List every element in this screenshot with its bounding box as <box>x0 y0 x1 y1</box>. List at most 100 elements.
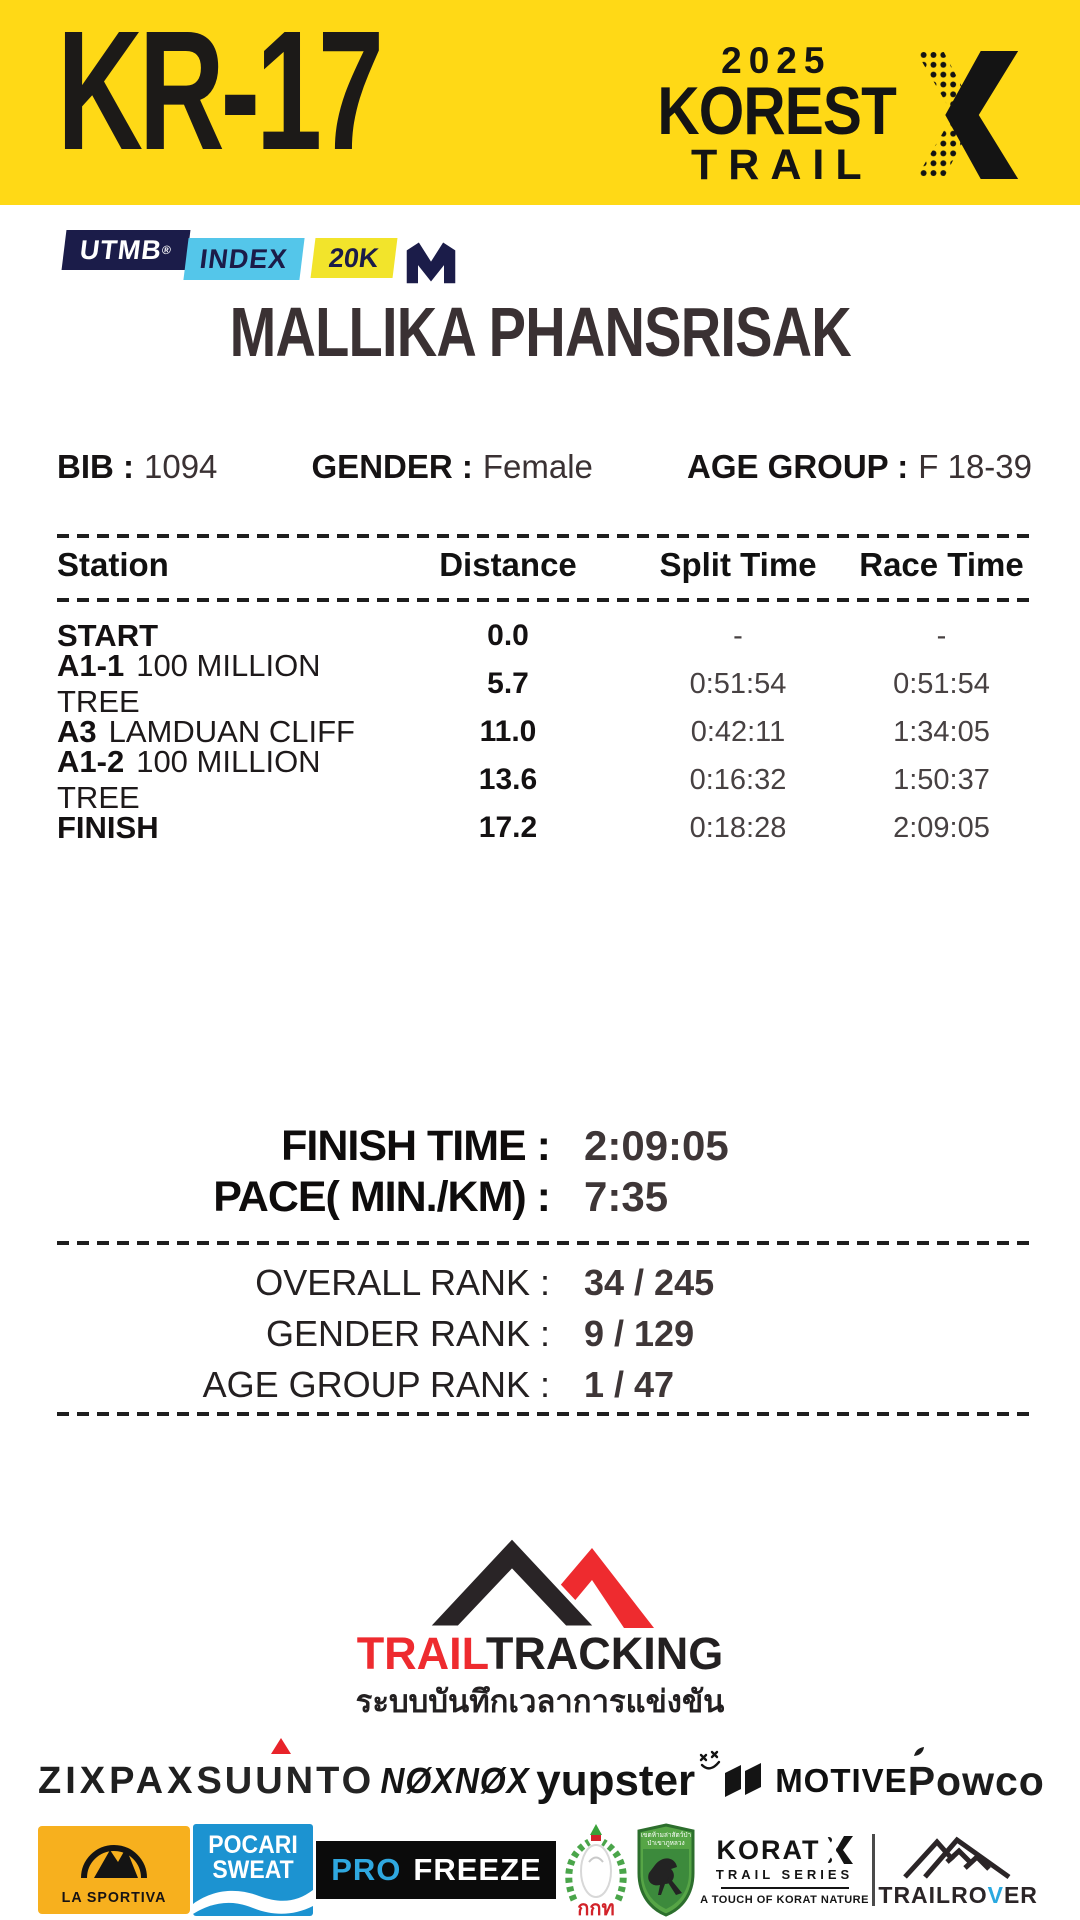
finish-time-row: FINISH TIME : 2:09:05 <box>57 1122 1030 1171</box>
wildlife-badge-icon: เขตห้ามล่าสัตว์ป่า ป่าเขาภูหลวง <box>637 1823 695 1917</box>
age-group-rank-label: AGE GROUP RANK : <box>202 1364 550 1405</box>
la-sportiva-logo: LA SPORTIVA <box>38 1826 190 1914</box>
split-cell: 0:18:28 <box>689 811 787 844</box>
trailtracking-mountains-icon <box>420 1532 654 1631</box>
splits-table-body: START 0.0 - - A1-1 100 MILLION TREE 5.7 0… <box>57 612 1030 852</box>
col-race-time: Race Time <box>859 546 1024 583</box>
wildlife-thai-line2: ป่าเขาภูหลวง <box>647 1840 684 1847</box>
header-banner: KR-17 2025 KOREST TRAIL <box>0 0 1080 205</box>
suunto-arrow-icon <box>271 1737 292 1754</box>
age-group: AGE GROUP : F 18-39 <box>687 448 1032 486</box>
col-distance: Distance <box>439 546 577 583</box>
la-sportiva-mountain-icon <box>81 1845 147 1879</box>
distance-cell: 17.2 <box>478 811 538 844</box>
station-cell: A1-2 100 MILLION TREE <box>57 744 321 815</box>
yupster-logo: yupster <box>536 1750 723 1806</box>
finish-time-label: FINISH TIME : <box>281 1122 551 1170</box>
split-cell: 0:51:54 <box>689 667 787 700</box>
station-cell: A3 LAMDUAN CLIFF <box>57 714 355 749</box>
divider-dashed <box>57 598 1030 602</box>
brand-trail: TRAIL <box>356 1628 486 1679</box>
race-code: KR-17 <box>57 0 384 186</box>
distance-cell: 5.7 <box>487 667 529 700</box>
distance-cell: 0.0 <box>487 619 529 652</box>
gender-label: GENDER : <box>311 448 473 485</box>
korat-x-icon <box>826 1836 853 1864</box>
pace-value: 7:35 <box>584 1173 669 1220</box>
gender-rank-value: 9 / 129 <box>584 1313 695 1354</box>
powco-logo: Powco <box>908 1746 1045 1805</box>
split-cell: - <box>733 619 743 652</box>
brand-tracking: TRACKING <box>485 1628 724 1679</box>
bib-group: BIB : 1094 <box>57 448 217 486</box>
pace-label: PACE( MIN./KM) : <box>213 1173 551 1221</box>
age-group-rank-value: 1 / 47 <box>584 1364 675 1405</box>
race-cell: 0:51:54 <box>893 667 990 700</box>
pocari-wave-icon <box>193 1890 314 1914</box>
event-name: KOREST <box>657 73 896 149</box>
sat-thai-text: กกท <box>577 1898 614 1918</box>
gender-value: Female <box>482 448 593 485</box>
sponsor-row-2: LA SPORTIVA POCARI SWEAT PRO FREEZE กกท <box>38 1822 1038 1918</box>
trailrover-v-accent: V <box>987 1881 1004 1908</box>
runner-name: MALLIKA PHANSRISAK <box>229 293 851 371</box>
runner-info-row: BIB : 1094 GENDER : Female AGE GROUP : F… <box>57 448 1032 486</box>
station-cell: FINISH <box>57 810 159 845</box>
distance-cell: 13.6 <box>478 763 538 796</box>
category-badge: 20K <box>310 238 398 278</box>
distance-cell: 11.0 <box>479 715 537 748</box>
gender-group: GENDER : Female <box>312 448 593 486</box>
gender-rank-label: GENDER RANK : <box>265 1313 550 1354</box>
trailtracking-wordmark: TRAILTRACKING <box>0 1628 1080 1680</box>
utmb-m-icon <box>406 242 456 284</box>
sat-emblem-icon: กกท <box>564 1824 627 1918</box>
wildlife-thai-line1: เขตห้ามล่าสัตว์ป่า <box>641 1831 692 1839</box>
divider-dashed <box>57 534 1030 538</box>
motive-flags-icon <box>725 1763 762 1797</box>
age-group-rank-row: AGE GROUP RANK : 1 / 47 <box>57 1364 1030 1406</box>
age-group-value: F 18-39 <box>918 448 1032 485</box>
motive-logo: MOTIVE <box>723 1762 908 1800</box>
overall-rank-row: OVERALL RANK : 34 / 245 <box>57 1262 1030 1304</box>
gender-rank-row: GENDER RANK : 9 / 129 <box>57 1313 1030 1355</box>
zixpax-logo: ZIXPAX <box>38 1759 197 1802</box>
utmb-index-badges: UTMB ® INDEX 20K <box>61 230 457 284</box>
event-year: 2025 <box>721 40 832 81</box>
utmb-label: UTMB <box>78 234 164 265</box>
col-split-time: Split Time <box>659 546 817 583</box>
utmb-badge: UTMB ® <box>61 230 191 270</box>
index-badge: INDEX <box>183 238 304 280</box>
pocari-sweat-logo: POCARI SWEAT <box>193 1824 314 1916</box>
event-logo: 2025 KOREST TRAIL <box>638 42 1023 188</box>
age-group-label: AGE GROUP : <box>687 448 909 485</box>
race-cell: 1:50:37 <box>893 763 990 796</box>
divider-dashed <box>57 1241 1030 1245</box>
trailrover-logo: TRAILROVER <box>878 1832 1038 1909</box>
bib-label: BIB : <box>57 448 134 485</box>
overall-rank-value: 34 / 245 <box>584 1262 715 1303</box>
bib-value: 1094 <box>144 448 218 485</box>
race-cell: 1:34:05 <box>893 715 990 748</box>
pro-freeze-logo: PRO FREEZE <box>316 1841 557 1899</box>
station-cell: A1-1 100 MILLION TREE <box>57 648 321 719</box>
split-cell: 0:16:32 <box>689 763 787 796</box>
registered-mark: ® <box>161 243 173 257</box>
pace-row: PACE( MIN./KM) : 7:35 <box>57 1173 1030 1222</box>
vertical-divider <box>872 1834 876 1906</box>
overall-rank-label: OVERALL RANK : <box>255 1262 550 1303</box>
noxnox-logo: NØXNØX <box>380 1760 530 1801</box>
finish-time-value: 2:09:05 <box>584 1122 729 1169</box>
divider-dashed <box>57 1412 1030 1416</box>
race-cell: 2:09:05 <box>893 811 990 844</box>
sponsor-row-1: ZIXPAX SUUNTO NØXNØX yupster MOTIVE <box>38 1737 1044 1812</box>
trailrover-mountain-icon <box>903 1836 1011 1879</box>
split-cell: 0:42:11 <box>690 715 786 748</box>
thai-caption: ระบบบันทึกเวลาการแข่งขัน <box>355 1684 725 1719</box>
suunto-logo: SUUNTO <box>196 1737 374 1803</box>
korat-trail-series-logo: KORAT TRAIL SERIES A TOUCH OF KORAT NATU… <box>700 1834 869 1906</box>
yupster-smiley-icon <box>699 1750 721 1770</box>
korest-x-icon <box>915 51 1019 179</box>
event-subname: TRAIL <box>691 141 873 189</box>
col-station: Station <box>57 546 169 583</box>
